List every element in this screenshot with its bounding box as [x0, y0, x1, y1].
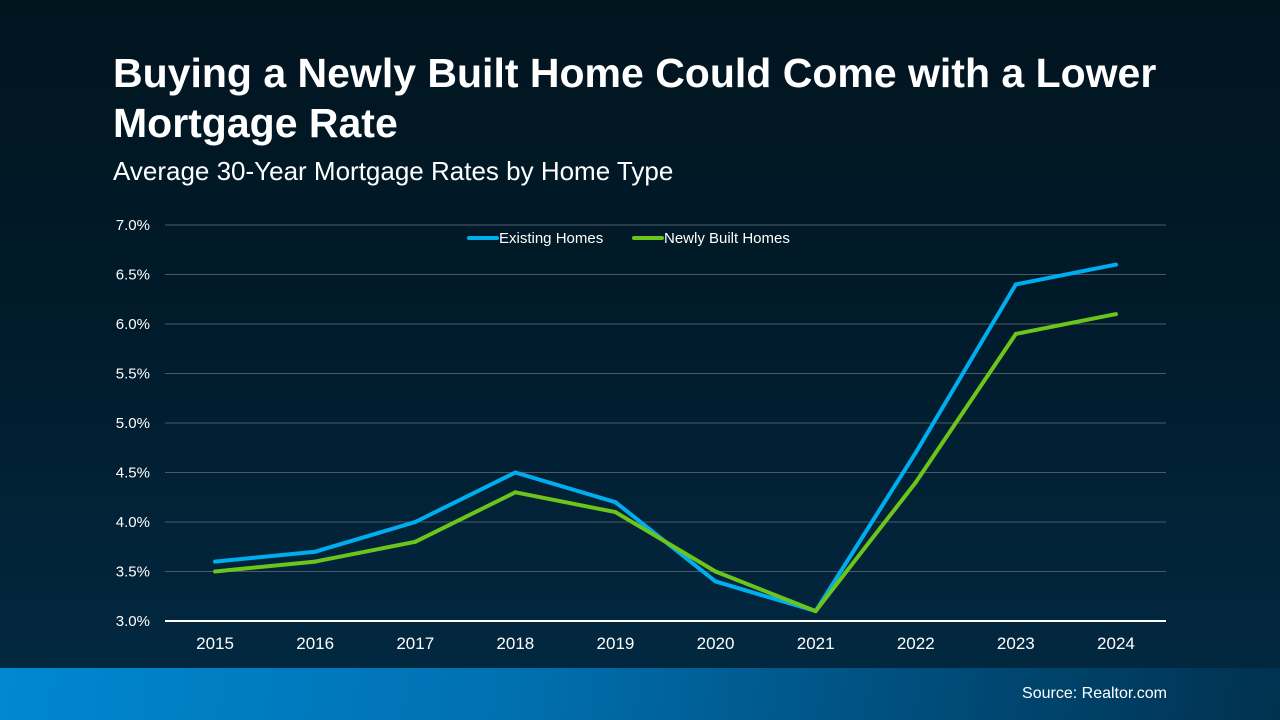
data-point — [1013, 282, 1018, 287]
data-point — [713, 569, 718, 574]
x-tick-label: 2024 — [1097, 634, 1135, 653]
data-point — [513, 470, 518, 475]
data-point — [1113, 312, 1118, 317]
data-point — [313, 559, 318, 564]
x-tick-label: 2018 — [496, 634, 534, 653]
x-tick-label: 2021 — [797, 634, 835, 653]
data-point — [513, 490, 518, 495]
data-point — [613, 510, 618, 515]
y-tick-label: 7.0% — [116, 217, 150, 234]
data-point — [913, 450, 918, 455]
legend-label: Newly Built Homes — [664, 230, 790, 247]
page-subtitle: Average 30-Year Mortgage Rates by Home T… — [113, 156, 674, 186]
page-title: Buying a Newly Built Home Could Come wit… — [113, 50, 1157, 146]
y-tick-label: 3.0% — [116, 613, 150, 630]
line-chart: 3.0% 3.5% 4.0% 4.5% 5.0% 5.5% 6.0% 6.5% 7.0% 2015… — [116, 217, 1166, 653]
x-tick-label: 2023 — [997, 634, 1035, 653]
data-point — [813, 609, 818, 614]
data-point — [613, 500, 618, 505]
data-point — [213, 559, 218, 564]
series-line-0 — [214, 262, 1117, 614]
data-point — [313, 549, 318, 554]
footer-band: Source: Realtor.com — [0, 668, 1280, 720]
y-tick-label: 5.5% — [116, 366, 150, 383]
data-point — [213, 569, 218, 574]
data-point — [413, 539, 418, 544]
x-tick-label: 2015 — [196, 634, 234, 653]
y-tick-label: 6.0% — [116, 316, 150, 333]
data-point — [1113, 262, 1118, 267]
x-tick-label: 2016 — [296, 634, 334, 653]
x-tick-label: 2017 — [396, 634, 434, 653]
x-tick-label: 2020 — [697, 634, 735, 653]
y-tick-label: 5.0% — [116, 415, 150, 432]
y-tick-label: 3.5% — [116, 564, 150, 581]
y-tick-label: 4.5% — [116, 465, 150, 482]
y-tick-label: 4.0% — [116, 514, 150, 531]
data-point — [713, 579, 718, 584]
data-point — [413, 520, 418, 524]
data-point — [1013, 331, 1018, 336]
series-line-1 — [214, 312, 1117, 614]
legend-label: Existing Homes — [499, 230, 603, 247]
source-note: Source: Realtor.com — [1022, 685, 1167, 702]
x-tick-label: 2019 — [597, 634, 635, 653]
x-tick-label: 2022 — [897, 634, 935, 653]
y-tick-label: 6.5% — [116, 267, 150, 284]
data-point — [913, 480, 918, 485]
